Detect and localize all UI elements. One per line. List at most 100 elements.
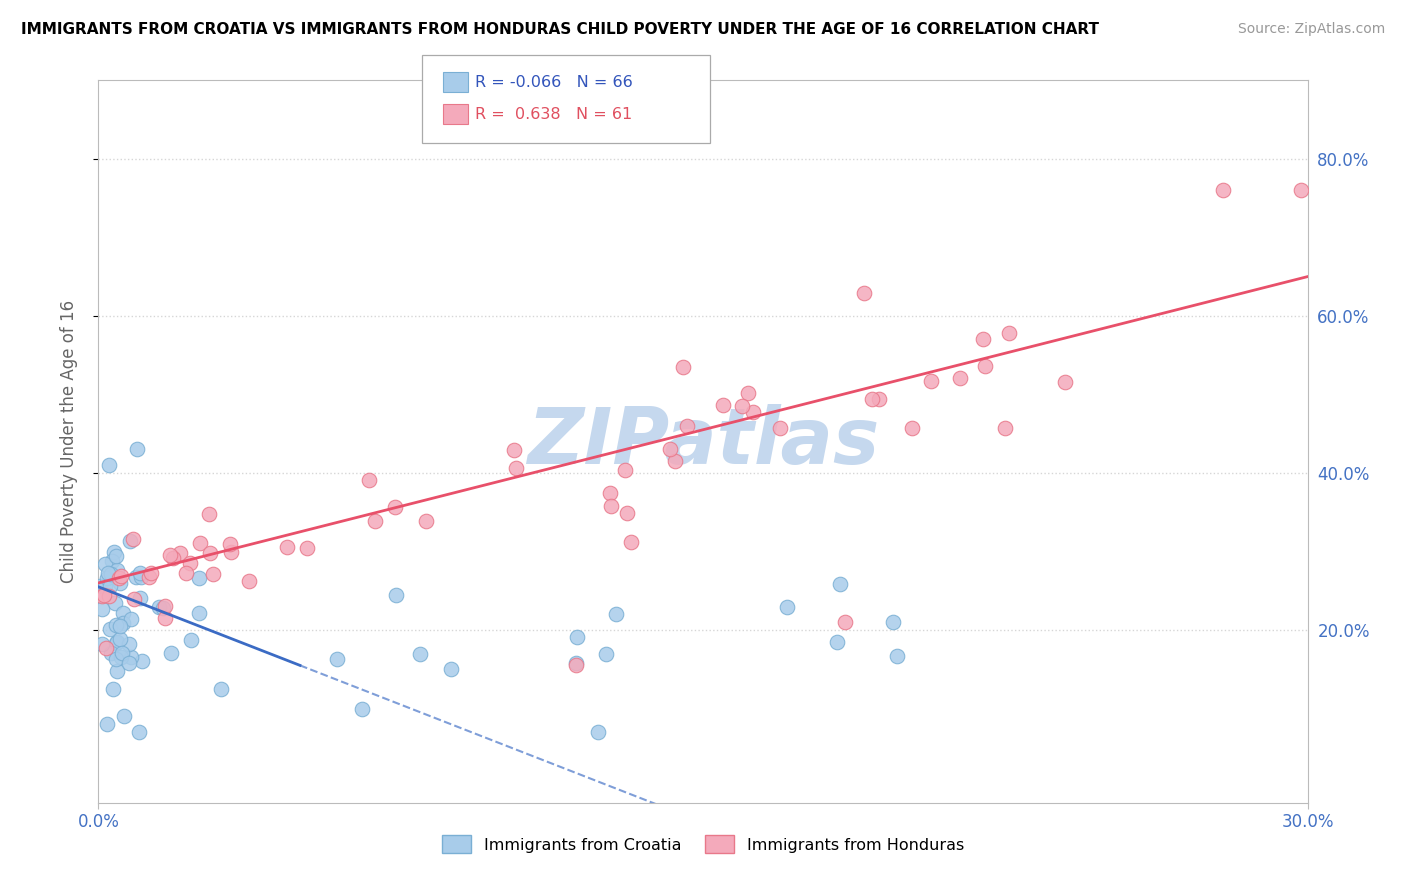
Point: [564, 656, 586, 670]
Point: [384, 500, 406, 515]
Point: [219, 545, 242, 559]
Point: [886, 649, 908, 664]
Point: [711, 398, 734, 412]
Point: [101, 554, 124, 568]
Point: [860, 392, 883, 407]
Point: [972, 333, 994, 347]
Point: [120, 649, 142, 664]
Point: [827, 635, 849, 649]
Point: [828, 577, 851, 591]
Point: [209, 681, 232, 696]
Point: [998, 326, 1021, 340]
Point: [108, 575, 131, 590]
Point: [599, 485, 621, 500]
Point: [118, 656, 141, 670]
Point: [110, 632, 132, 646]
Point: [364, 514, 387, 528]
Point: [676, 419, 699, 434]
Y-axis label: Child Poverty Under the Age of 16: Child Poverty Under the Age of 16: [59, 300, 77, 583]
Point: [105, 664, 128, 678]
Point: [105, 618, 128, 632]
Point: [98, 589, 121, 603]
Point: [98, 622, 121, 636]
Point: [128, 725, 150, 739]
Point: [188, 571, 211, 585]
Point: [1212, 183, 1234, 197]
Point: [565, 658, 588, 673]
Point: [190, 536, 212, 550]
Point: [614, 463, 637, 477]
Point: [619, 535, 641, 549]
Point: [111, 646, 134, 660]
Point: [122, 591, 145, 606]
Point: [776, 599, 799, 614]
Point: [159, 548, 181, 562]
Point: [105, 549, 128, 563]
Point: [201, 567, 224, 582]
Point: [94, 640, 117, 655]
Point: [659, 442, 682, 457]
Text: R = -0.066   N = 66: R = -0.066 N = 66: [475, 75, 633, 89]
Legend: Immigrants from Croatia, Immigrants from Honduras: Immigrants from Croatia, Immigrants from…: [436, 829, 970, 860]
Point: [103, 545, 125, 559]
Point: [93, 589, 115, 603]
Point: [595, 647, 617, 661]
Point: [91, 590, 114, 604]
Point: [91, 601, 114, 615]
Point: [153, 611, 176, 625]
Point: [503, 442, 526, 457]
Point: [105, 635, 128, 649]
Point: [1291, 183, 1313, 197]
Point: [605, 607, 627, 621]
Point: [238, 574, 260, 588]
Point: [93, 579, 115, 593]
Point: [731, 400, 754, 414]
Point: [129, 569, 152, 583]
Point: [108, 619, 131, 633]
Point: [111, 615, 134, 630]
Point: [664, 454, 686, 468]
Point: [198, 546, 221, 560]
Point: [565, 630, 588, 644]
Point: [120, 612, 142, 626]
Point: [385, 588, 408, 602]
Point: [599, 499, 621, 513]
Point: [96, 717, 118, 731]
Point: [616, 506, 638, 520]
Point: [100, 646, 122, 660]
Point: [440, 662, 463, 676]
Point: [110, 569, 132, 583]
Text: Source: ZipAtlas.com: Source: ZipAtlas.com: [1237, 22, 1385, 37]
Point: [104, 652, 127, 666]
Point: [94, 558, 117, 572]
Point: [122, 532, 145, 546]
Point: [162, 550, 184, 565]
Point: [179, 556, 201, 570]
Point: [169, 545, 191, 559]
Point: [994, 421, 1017, 435]
Point: [834, 615, 856, 630]
Point: [852, 286, 875, 301]
Point: [901, 420, 924, 434]
Point: [96, 571, 118, 585]
Point: [105, 563, 128, 577]
Point: [769, 421, 792, 435]
Point: [118, 533, 141, 548]
Point: [129, 591, 152, 605]
Point: [1054, 375, 1077, 389]
Point: [104, 596, 127, 610]
Point: [138, 570, 160, 584]
Point: [125, 442, 148, 457]
Point: [100, 579, 122, 593]
Point: [89, 579, 111, 593]
Point: [97, 566, 120, 580]
Point: [124, 569, 146, 583]
Point: [101, 682, 124, 697]
Point: [141, 566, 163, 581]
Point: [359, 473, 381, 487]
Point: [188, 607, 211, 621]
Point: [920, 374, 942, 388]
Point: [110, 650, 132, 665]
Point: [586, 725, 609, 739]
Point: [295, 541, 318, 556]
